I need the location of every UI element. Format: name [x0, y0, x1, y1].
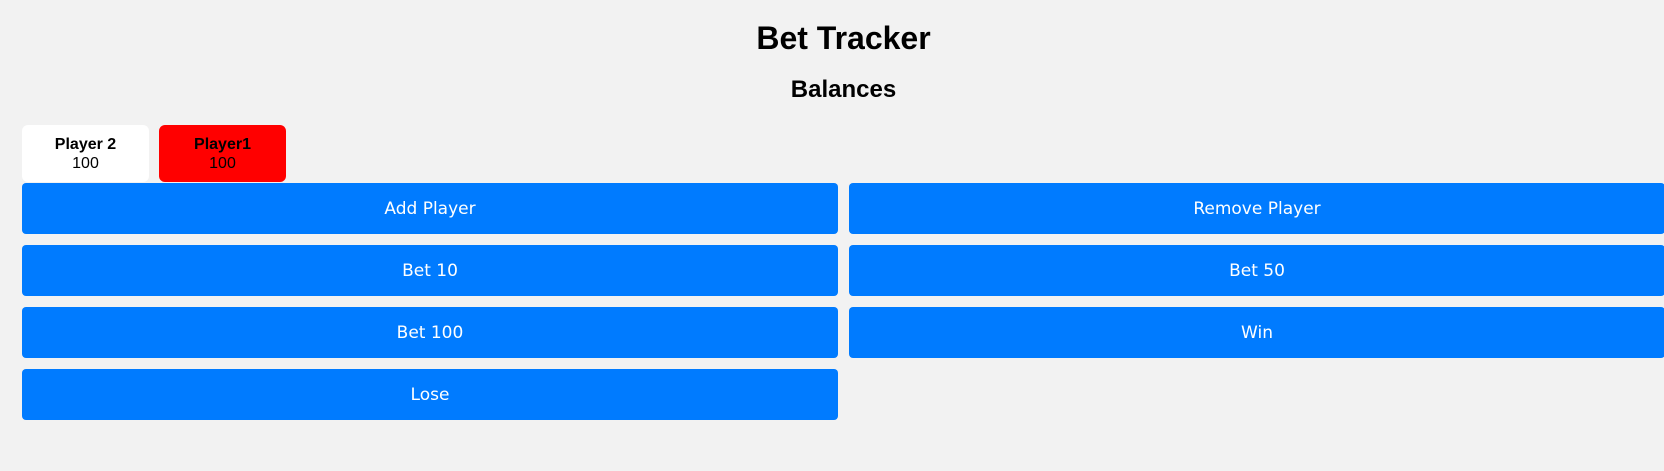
player-card-player-2[interactable]: Player 2 100: [22, 125, 149, 182]
player-balance: 100: [72, 155, 99, 172]
player-list: Player 2 100 Player1 100: [22, 125, 286, 182]
bet-100-button[interactable]: Bet 100: [22, 307, 838, 358]
page-title: Bet Tracker: [756, 20, 931, 56]
player-name: Player1: [194, 136, 251, 153]
add-player-button[interactable]: Add Player: [22, 183, 838, 234]
lose-button[interactable]: Lose: [22, 369, 838, 420]
player-card-player1[interactable]: Player1 100: [159, 125, 286, 182]
remove-player-button[interactable]: Remove Player: [849, 183, 1664, 234]
bet-50-button[interactable]: Bet 50: [849, 245, 1664, 296]
bet-10-button[interactable]: Bet 10: [22, 245, 838, 296]
win-button[interactable]: Win: [849, 307, 1664, 358]
balances-heading: Balances: [790, 76, 897, 103]
action-buttons: Add Player Remove Player Bet 10 Bet 50 B…: [22, 183, 1664, 420]
player-name: Player 2: [54, 136, 117, 153]
player-balance: 100: [209, 155, 236, 172]
